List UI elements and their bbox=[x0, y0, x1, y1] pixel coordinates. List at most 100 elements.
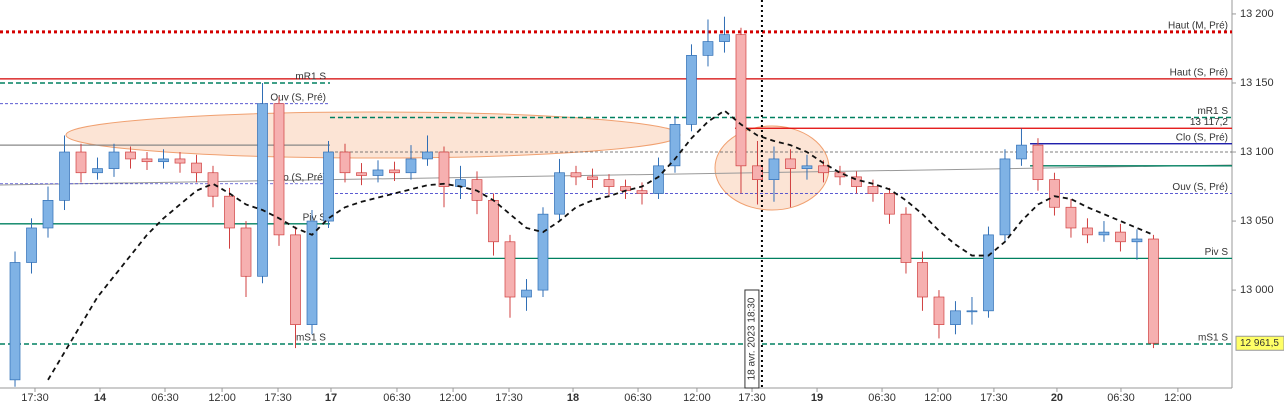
y-tick-label: 13 100 bbox=[1240, 146, 1274, 158]
x-tick-label: 18 bbox=[567, 392, 579, 404]
candle-body bbox=[224, 195, 235, 229]
candle-body bbox=[26, 227, 37, 263]
candle-body bbox=[158, 158, 169, 163]
candle-body bbox=[504, 241, 516, 298]
x-tick-label: 06:30 bbox=[383, 392, 411, 404]
candle-body bbox=[174, 158, 186, 164]
x-tick-label: 06:30 bbox=[868, 392, 896, 404]
y-tick-label: 13 000 bbox=[1240, 284, 1274, 296]
candle-body bbox=[603, 179, 615, 187]
candle-body bbox=[1115, 231, 1126, 243]
x-tick-label: 17:30 bbox=[21, 392, 49, 404]
level-label: Piv S bbox=[303, 212, 327, 223]
candle-body bbox=[702, 41, 714, 56]
x-tick-label: 17:30 bbox=[264, 392, 292, 404]
candle-body bbox=[900, 213, 912, 263]
x-tick-label: 17 bbox=[325, 392, 337, 404]
candle-body bbox=[141, 158, 153, 163]
candle-body bbox=[323, 151, 334, 222]
y-tick-label: 13 200 bbox=[1240, 8, 1274, 20]
candle-body bbox=[1131, 238, 1143, 243]
candle-body bbox=[752, 165, 763, 180]
candle-body bbox=[1098, 231, 1110, 236]
level-label: mR1 S bbox=[295, 72, 326, 83]
candle-body bbox=[669, 124, 681, 167]
candle-body bbox=[933, 296, 945, 325]
x-tick-label: 17:30 bbox=[980, 392, 1008, 404]
candle-body bbox=[537, 213, 549, 291]
x-tick-label: 06:30 bbox=[624, 392, 652, 404]
moving-average bbox=[47, 109, 1154, 381]
candle-body bbox=[75, 151, 87, 174]
candle-body bbox=[240, 227, 252, 277]
candle-body bbox=[785, 158, 796, 169]
candle-body bbox=[719, 34, 730, 42]
candle-body bbox=[422, 151, 433, 160]
candle-body bbox=[818, 165, 829, 174]
last-price-label: 12 961,5 bbox=[1240, 338, 1279, 349]
candle-body bbox=[372, 169, 384, 176]
level-label: 13 117,2 bbox=[1190, 117, 1229, 128]
candle-body bbox=[1148, 238, 1159, 344]
candle-body bbox=[587, 176, 598, 180]
candle-body bbox=[108, 151, 120, 169]
level-label: mS1 S bbox=[296, 333, 326, 344]
candle-body bbox=[257, 103, 268, 277]
candle-body bbox=[686, 55, 697, 125]
x-tick-label: 17:30 bbox=[495, 392, 523, 404]
candle-body bbox=[405, 158, 417, 174]
candle-body bbox=[570, 172, 582, 178]
x-tick-label: 20 bbox=[1051, 392, 1063, 404]
candle-body bbox=[191, 162, 202, 174]
candle-body bbox=[884, 193, 895, 215]
candle-body bbox=[339, 151, 351, 174]
level-label: Ouv (S, Pré) bbox=[270, 92, 326, 103]
x-tick-label: 17:30 bbox=[738, 392, 766, 404]
candle-body bbox=[306, 220, 318, 325]
candle-body bbox=[1065, 206, 1077, 229]
candle-body bbox=[950, 310, 961, 325]
y-tick-label: 13 050 bbox=[1240, 215, 1274, 227]
level-label: Haut (M, Pré) bbox=[1168, 21, 1228, 32]
level-label: Clo (S, Pré) bbox=[1176, 132, 1228, 143]
candle-body bbox=[983, 234, 994, 312]
candle-body bbox=[59, 151, 70, 201]
crosshair-label-box bbox=[744, 289, 760, 389]
candle-body bbox=[1016, 144, 1027, 160]
y-tick-label: 13 150 bbox=[1240, 77, 1274, 89]
candle-body bbox=[966, 310, 978, 313]
level-label: Clo (S, Pré) bbox=[274, 172, 326, 183]
x-tick-label: 19 bbox=[811, 392, 823, 404]
candle-body bbox=[92, 168, 103, 174]
x-tick-label: 14 bbox=[94, 392, 107, 404]
candle-body bbox=[356, 172, 367, 176]
candle-body bbox=[273, 103, 285, 236]
candle-body bbox=[9, 262, 21, 381]
candle-body bbox=[521, 289, 532, 298]
candle-body bbox=[290, 234, 301, 325]
candle-body bbox=[999, 158, 1011, 236]
x-tick-label: 12:00 bbox=[1164, 392, 1192, 404]
last-price-box bbox=[1235, 335, 1284, 351]
candle-body bbox=[768, 158, 780, 180]
candle-body bbox=[554, 172, 565, 215]
candle-body bbox=[1049, 179, 1060, 208]
candle-body bbox=[801, 165, 813, 169]
trend-line bbox=[0, 164, 1233, 186]
x-tick-label: 12:00 bbox=[924, 392, 952, 404]
level-label: Piv S bbox=[1205, 247, 1229, 258]
candle-body bbox=[735, 34, 747, 167]
candle-body bbox=[1032, 144, 1044, 180]
candle-body bbox=[207, 172, 219, 197]
level-label: Haut (S, Pré) bbox=[1170, 67, 1228, 78]
level-label: mS1 S bbox=[1198, 333, 1228, 344]
crosshair-label: 18 avr. 2023 18:30 bbox=[747, 297, 758, 380]
candle-body bbox=[867, 186, 879, 194]
candle-body bbox=[917, 262, 928, 298]
candle-body bbox=[1082, 227, 1093, 236]
candle-body bbox=[438, 151, 450, 187]
x-tick-label: 06:30 bbox=[1107, 392, 1135, 404]
x-tick-label: 12:00 bbox=[683, 392, 711, 404]
level-label: Ouv (S, Pré) bbox=[1172, 182, 1228, 193]
